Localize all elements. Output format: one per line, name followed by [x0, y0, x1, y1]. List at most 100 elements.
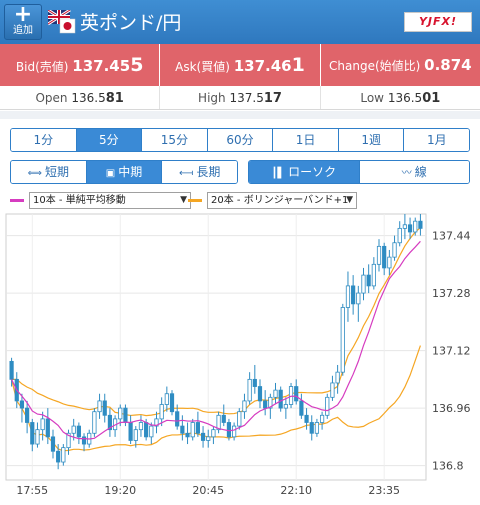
candle-body — [335, 371, 340, 384]
open-stat: Open 136.581 — [0, 86, 161, 109]
candle-body — [325, 396, 330, 416]
candle-body — [107, 414, 113, 431]
candle-body — [309, 422, 314, 434]
candle-body — [133, 429, 138, 441]
candle-body — [50, 436, 56, 452]
bb-indicator: 20本 - ボリンジャーバンド+1 ▼ — [188, 191, 357, 209]
line-chart-button[interactable]: 〰線 — [359, 161, 469, 183]
candle-body — [149, 425, 154, 438]
candle-body — [76, 425, 81, 438]
period-mid-label: 中期 — [118, 165, 143, 179]
candle-body — [71, 425, 76, 434]
tab-1month[interactable]: 1月 — [404, 129, 469, 151]
add-button[interactable]: + 追加 — [4, 4, 42, 40]
candle-body — [200, 432, 206, 441]
low-last-digits: 01 — [422, 91, 441, 106]
tab-60min[interactable]: 60分 — [207, 129, 274, 151]
chevron-down-icon: ▼ — [180, 194, 187, 205]
high-label: High — [198, 91, 226, 105]
period-short-label: 短期 — [45, 165, 70, 179]
candle-body — [319, 414, 325, 423]
candle-body — [361, 274, 366, 294]
candle-body — [402, 224, 407, 229]
candle-body — [376, 245, 382, 265]
line-chart-label: 線 — [414, 165, 427, 179]
bb-color-swatch — [188, 198, 202, 202]
bb-select[interactable]: 20本 - ボリンジャーバンド+1 ▼ — [207, 191, 357, 209]
high-last-digits: 17 — [263, 91, 282, 106]
mid-term-icon: ▣ — [105, 168, 116, 179]
ma-select[interactable]: 10本 - 単純平均移動 ▼ — [29, 191, 191, 209]
candle-body — [314, 422, 320, 434]
add-button-label: 追加 — [13, 25, 33, 36]
tab-5min[interactable]: 5分 — [76, 129, 143, 151]
bid-label: Bid(売値) — [15, 60, 69, 74]
candle-body — [40, 418, 45, 431]
chart-type-toggle: ┃▌ ローソク 〰線 — [248, 160, 470, 184]
short-term-icon: ⟺ — [27, 168, 42, 179]
candlestick-chart[interactable]: 137.44 137.28 137.12 136.96 136.8 17:55 19:20 2… — [0, 210, 480, 501]
ask-last-digit: 1 — [291, 54, 305, 76]
candle-body — [356, 292, 361, 305]
candle-body — [175, 411, 180, 427]
candle-body — [242, 400, 247, 413]
tab-1week[interactable]: 1週 — [338, 129, 405, 151]
candle-body — [283, 404, 288, 409]
currency-pair-title: 英ポンド/円 — [80, 12, 182, 34]
candle-body — [366, 274, 371, 287]
line-chart-icon: 〰 — [401, 168, 412, 179]
ask-quote[interactable]: Ask(買値) 137.461 — [160, 44, 321, 86]
period-mid-button[interactable]: ▣ 中期 — [86, 161, 163, 183]
candle-body — [81, 436, 87, 445]
ask-value: 137.46 — [233, 57, 292, 75]
bid-last-digit: 5 — [130, 54, 144, 76]
candlestick-button[interactable]: ┃▌ ローソク — [249, 161, 360, 183]
candle-body — [97, 400, 102, 413]
period-toggle: ⟺ 短期 ▣ 中期 ⟻ 長期 — [10, 160, 238, 184]
app-header: + 追加 英ポンド/円 YJFX! — [0, 0, 480, 44]
tab-1min[interactable]: 1分 — [11, 129, 77, 151]
candle-body — [102, 400, 107, 416]
x-tick-label: 19:20 — [104, 484, 136, 497]
candle-body — [221, 414, 226, 423]
timeframe-tabs: 1分 5分 15分 60分 1日 1週 1月 — [10, 128, 470, 152]
chevron-down-icon: ▼ — [346, 194, 353, 205]
candle-body — [190, 422, 195, 438]
bid-quote[interactable]: Bid(売値) 137.455 — [0, 44, 161, 86]
candle-body — [195, 422, 200, 434]
period-short-button[interactable]: ⟺ 短期 — [11, 161, 87, 183]
candle-body — [299, 400, 304, 416]
bollinger-lower-line — [11, 345, 421, 452]
candle-body — [413, 220, 418, 233]
candlestick-label: ローソク — [288, 165, 337, 179]
candle-body — [206, 436, 211, 441]
low-value: 136.5 — [387, 91, 423, 105]
price-chart[interactable]: 137.44 137.28 137.12 136.96 136.8 17:55 19:20 2… — [0, 210, 480, 501]
change-value: 0.874 — [424, 56, 472, 74]
candle-body — [392, 242, 397, 258]
tab-15min[interactable]: 15分 — [142, 129, 208, 151]
plot-area — [5, 213, 427, 481]
candle-body — [273, 389, 278, 398]
period-long-button[interactable]: ⟻ 長期 — [162, 161, 237, 183]
ohl-stats: Open 136.581 High 137.517 Low 136.501 — [0, 86, 480, 110]
candle-body — [257, 386, 263, 402]
candle-body — [371, 263, 376, 287]
candle-body — [263, 400, 268, 409]
candle-body — [407, 224, 413, 233]
tab-1day[interactable]: 1日 — [273, 129, 339, 151]
candle-body — [418, 220, 423, 229]
open-last-digits: 81 — [105, 91, 124, 106]
x-tick-label: 17:55 — [16, 484, 48, 497]
y-tick-label: 136.96 — [432, 402, 471, 415]
candle-body — [226, 422, 232, 438]
candle-body — [382, 245, 387, 269]
candle-body — [159, 404, 164, 420]
candle-body — [330, 382, 335, 398]
ask-label: Ask(買値) — [175, 60, 230, 74]
candle-body — [61, 447, 66, 463]
candle-body — [397, 227, 402, 244]
bb-select-value: 20本 - ボリンジャーバンド+1 — [211, 194, 349, 206]
candle-body — [45, 418, 50, 438]
candle-body — [237, 411, 242, 427]
